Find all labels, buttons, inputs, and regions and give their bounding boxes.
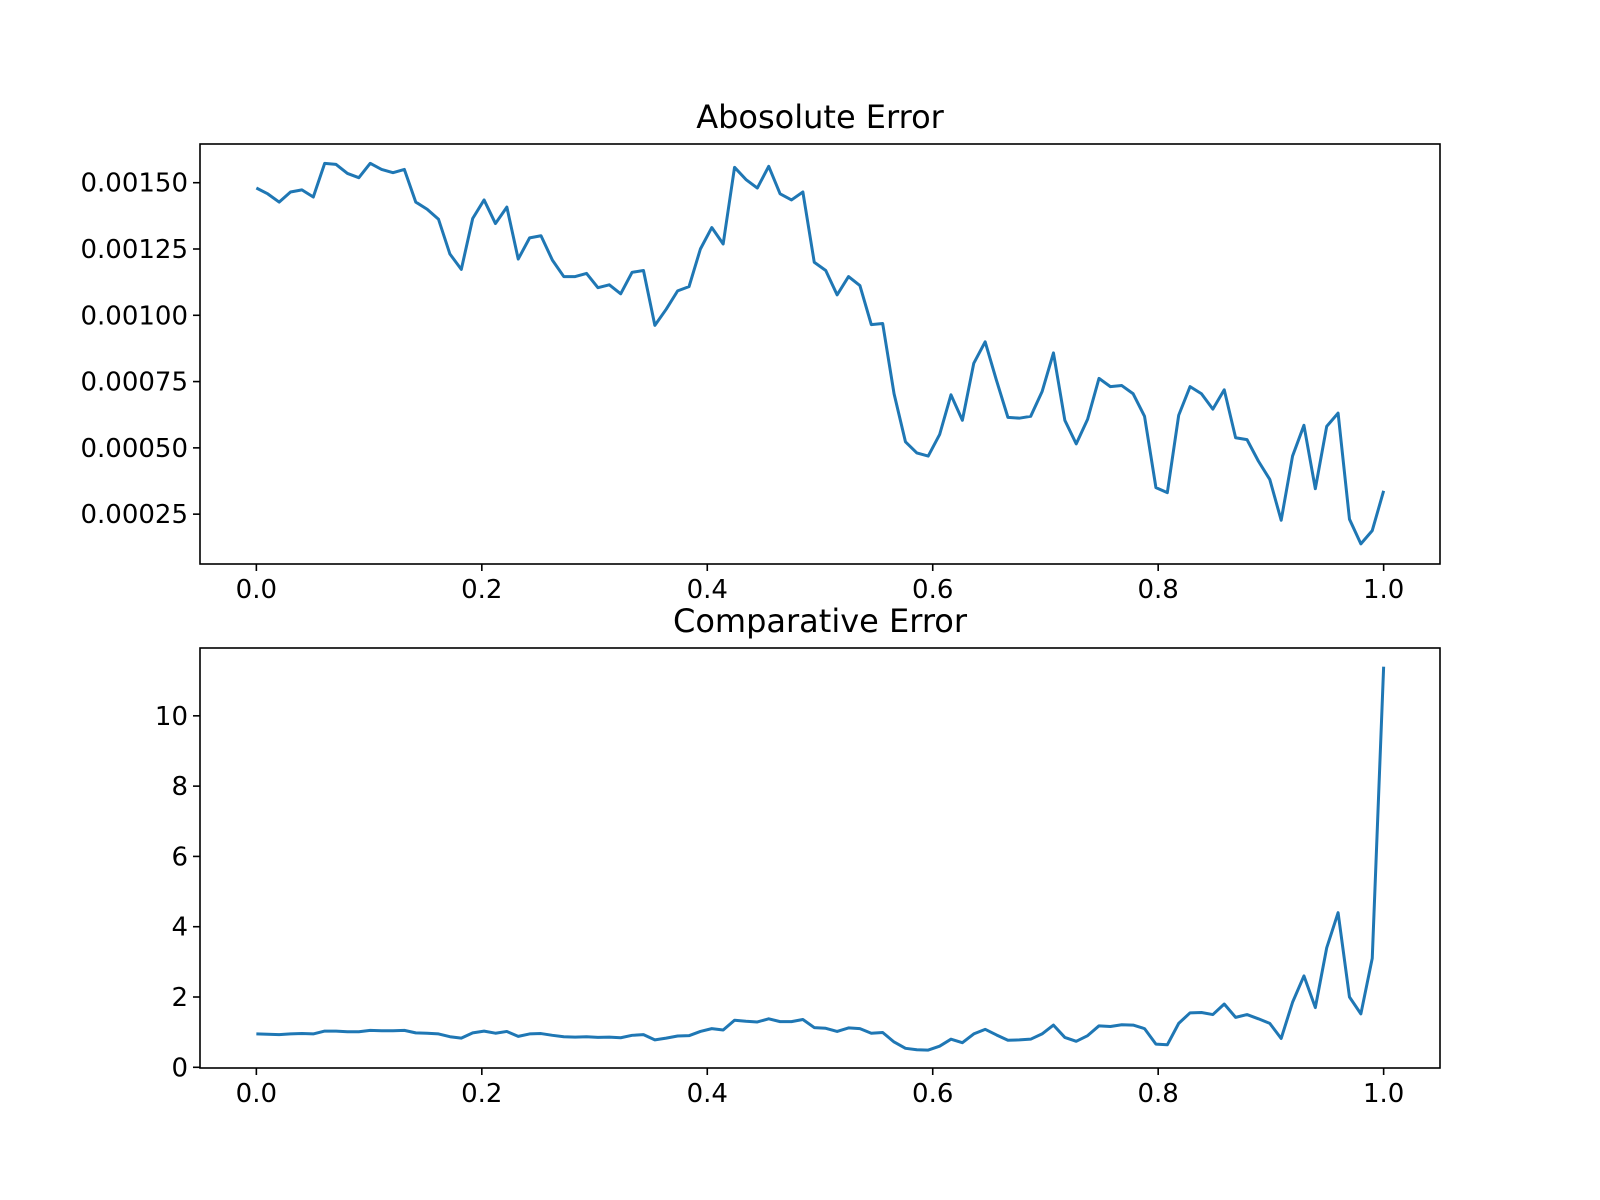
y-tick-label: 6 [171,842,188,872]
x-tick-label: 0.6 [912,575,953,605]
x-tick-label: 0.4 [687,1079,728,1109]
x-tick-label: 1.0 [1363,1079,1404,1109]
data-line [256,666,1386,1052]
y-tick-label: 0.00150 [80,169,188,199]
x-tick-label: 0.8 [1138,575,1179,605]
y-tick-label: 8 [171,772,188,802]
axes-frame [199,647,1441,1069]
y-tick-label: 0.00100 [80,301,188,331]
y-tick-label: 0.00025 [80,500,188,530]
y-tick-label: 4 [171,913,188,943]
x-tick-label: 0.8 [1138,1079,1179,1109]
chart-title: Abosolute Error [696,98,944,136]
x-tick-label: 0.4 [687,575,728,605]
x-tick-label: 1.0 [1363,575,1404,605]
data-line [255,161,1386,546]
y-tick-label: 2 [171,983,188,1013]
x-tick-label: 0.0 [236,575,277,605]
axes-frame [199,143,1441,565]
x-tick-label: 0.2 [461,575,502,605]
y-tick-label: 0 [171,1053,188,1083]
y-tick-label: 0.00125 [80,235,188,265]
x-tick-label: 0.6 [912,1079,953,1109]
x-tick-label: 0.2 [461,1079,502,1109]
y-tick-label: 10 [155,702,188,732]
y-tick-label: 0.00050 [80,434,188,464]
chart-title: Comparative Error [673,602,968,640]
y-tick-label: 0.00075 [80,368,188,398]
x-tick-label: 0.0 [236,1079,277,1109]
